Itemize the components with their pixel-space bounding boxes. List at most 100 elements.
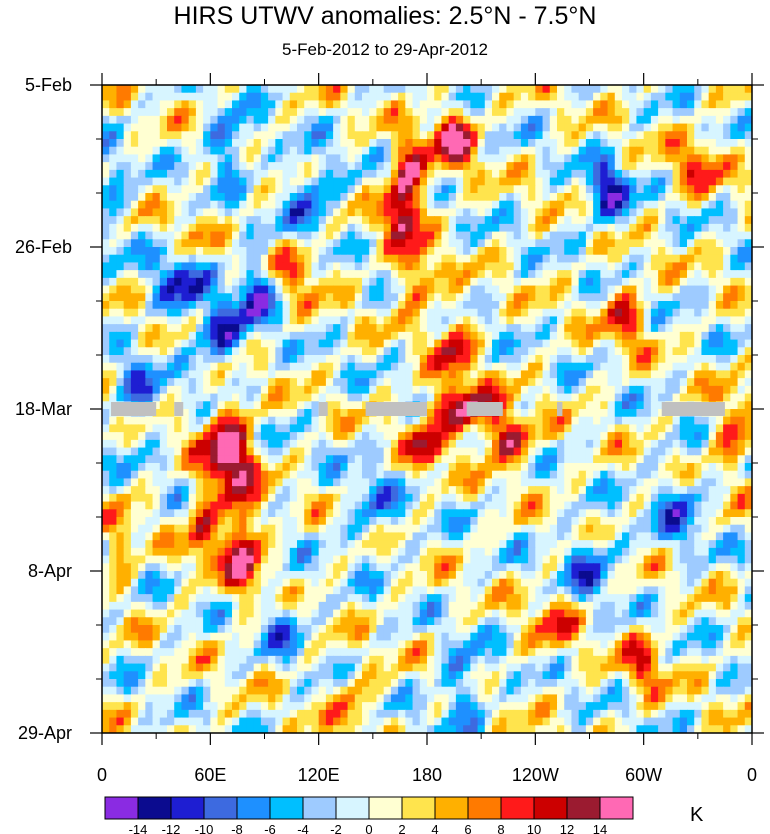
field-cell bbox=[679, 115, 688, 125]
field-cell bbox=[701, 385, 710, 395]
field-cell bbox=[130, 509, 139, 518]
field-cell bbox=[470, 223, 479, 233]
field-cell bbox=[275, 455, 284, 464]
field-cell bbox=[578, 247, 587, 256]
field-cell bbox=[203, 316, 211, 325]
field-cell bbox=[195, 200, 204, 210]
field-cell bbox=[665, 200, 674, 210]
field-cell bbox=[492, 385, 500, 395]
field-cell bbox=[687, 447, 695, 456]
field-cell bbox=[174, 254, 183, 264]
field-cell bbox=[398, 470, 406, 480]
field-cell bbox=[737, 193, 746, 202]
field-cell bbox=[441, 432, 450, 441]
field-cell bbox=[542, 139, 551, 148]
field-cell bbox=[535, 370, 544, 379]
field-cell bbox=[506, 216, 515, 225]
field-cell bbox=[600, 146, 609, 156]
field-cell bbox=[304, 401, 313, 410]
field-cell bbox=[455, 92, 464, 102]
field-cell bbox=[289, 270, 298, 279]
field-cell bbox=[629, 339, 638, 348]
field-cell bbox=[260, 231, 269, 240]
field-cell bbox=[542, 247, 551, 256]
field-cell bbox=[376, 92, 385, 102]
field-cell bbox=[578, 355, 587, 364]
field-cell bbox=[658, 85, 666, 94]
field-cell bbox=[275, 463, 284, 472]
field-cell bbox=[643, 355, 652, 364]
field-cell bbox=[687, 331, 695, 341]
field-cell bbox=[390, 254, 399, 264]
field-cell bbox=[116, 347, 125, 356]
field-cell bbox=[665, 270, 674, 279]
field-cell bbox=[463, 370, 471, 379]
field-cell bbox=[499, 231, 508, 240]
field-cell bbox=[369, 331, 378, 341]
field-cell bbox=[593, 393, 601, 402]
field-cell bbox=[614, 92, 623, 102]
field-cell bbox=[318, 100, 327, 109]
field-cell bbox=[463, 100, 471, 109]
field-cell bbox=[289, 301, 298, 310]
field-cell bbox=[650, 378, 659, 387]
field-cell bbox=[434, 385, 443, 395]
field-cell bbox=[174, 277, 183, 287]
field-cell bbox=[354, 347, 363, 356]
field-cell bbox=[210, 416, 219, 426]
field-cell bbox=[362, 439, 370, 449]
field-cell bbox=[434, 277, 443, 287]
field-cell bbox=[268, 439, 276, 449]
field-cell bbox=[181, 424, 190, 433]
field-cell bbox=[297, 463, 305, 472]
field-cell bbox=[715, 169, 724, 179]
field-cell bbox=[188, 409, 197, 418]
field-cell bbox=[383, 247, 392, 256]
field-cell bbox=[376, 393, 385, 402]
field-cell bbox=[376, 432, 385, 441]
field-cell bbox=[210, 154, 219, 163]
field-cell bbox=[224, 478, 233, 487]
field-cell bbox=[701, 100, 710, 109]
field-cell bbox=[145, 216, 154, 225]
field-cell bbox=[622, 185, 630, 194]
field-cell bbox=[318, 277, 327, 287]
field-cell bbox=[448, 308, 457, 318]
field-cell bbox=[369, 486, 378, 495]
field-cell bbox=[181, 92, 190, 102]
field-cell bbox=[282, 162, 291, 171]
field-cell bbox=[369, 509, 378, 518]
field-cell bbox=[730, 331, 739, 341]
field-cell bbox=[138, 493, 146, 503]
field-cell bbox=[614, 362, 623, 372]
field-cell bbox=[325, 231, 334, 240]
anomaly-field bbox=[102, 85, 752, 733]
field-cell bbox=[217, 85, 226, 94]
field-cell bbox=[304, 193, 313, 202]
field-cell bbox=[564, 92, 573, 102]
field-cell bbox=[549, 123, 558, 132]
field-cell bbox=[260, 247, 269, 256]
field-cell bbox=[484, 324, 493, 333]
field-cell bbox=[549, 254, 558, 264]
field-cell bbox=[679, 123, 688, 132]
field-cell bbox=[672, 301, 681, 310]
field-cell bbox=[679, 223, 688, 233]
field-cell bbox=[492, 146, 500, 156]
field-cell bbox=[463, 169, 471, 179]
field-cell bbox=[578, 208, 587, 217]
field-cell bbox=[535, 316, 544, 325]
field-cell bbox=[340, 223, 349, 233]
field-cell bbox=[253, 254, 262, 264]
field-cell bbox=[737, 385, 746, 395]
field-cell bbox=[123, 432, 132, 441]
field-cell bbox=[376, 424, 385, 433]
field-cell bbox=[224, 486, 233, 495]
field-cell bbox=[109, 115, 118, 125]
field-cell bbox=[600, 270, 609, 279]
field-cell bbox=[130, 108, 139, 117]
field-cell bbox=[448, 493, 457, 503]
field-cell bbox=[318, 301, 327, 310]
field-cell bbox=[528, 231, 536, 240]
field-cell bbox=[304, 370, 313, 379]
